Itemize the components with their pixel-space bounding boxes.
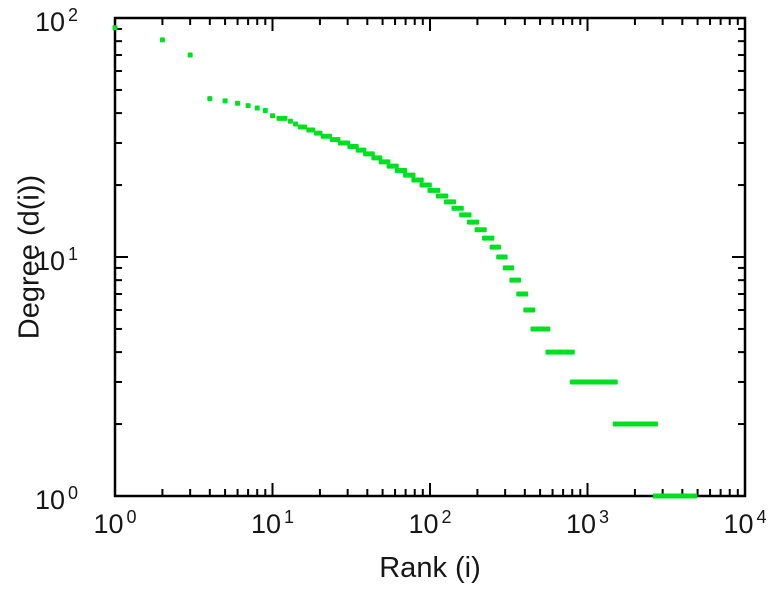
data-marker-run <box>187 52 193 58</box>
data-marker-run <box>222 98 228 104</box>
data-marker-run <box>466 219 480 225</box>
data-marker-run <box>523 307 536 313</box>
data-marker-run <box>337 140 351 146</box>
data-marker-run <box>297 124 308 130</box>
x-tick-label-10e0: 10 0 <box>93 507 137 539</box>
y-tick-label-10e0: 10 0 <box>34 483 78 515</box>
data-marker-run <box>496 254 508 260</box>
x-axis-title: Rank (i) <box>379 552 481 584</box>
data-marker-run <box>293 121 299 127</box>
data-marker-run <box>545 349 575 355</box>
data-marker-run <box>287 118 293 124</box>
data-marker-run <box>159 37 165 43</box>
data-marker-run <box>403 172 416 178</box>
data-marker-run <box>612 421 658 427</box>
data-marker-run <box>112 25 118 31</box>
data-marker-run <box>394 168 408 174</box>
data-marker-run <box>489 244 501 250</box>
data-marker-run <box>207 96 213 102</box>
data-marker-run <box>371 155 383 161</box>
x-tick-label-10e1: 10 1 <box>250 507 295 539</box>
data-marker-run <box>245 103 251 109</box>
data-marker-run <box>474 227 487 233</box>
data-marker-run <box>411 177 424 183</box>
data-marker-run <box>276 115 288 121</box>
data-marker-run <box>270 113 275 119</box>
data-marker-run <box>306 127 316 133</box>
data-marker-run <box>516 291 529 297</box>
x-tick-label-10e2: 10 2 <box>408 507 452 539</box>
x-tick-label-10e3: 10 3 <box>565 507 610 539</box>
data-marker-run <box>329 137 341 143</box>
data-marker-run <box>378 159 391 165</box>
data-marker-run <box>569 379 618 385</box>
data-marker-run <box>262 108 268 114</box>
x-tick-label-10e4: 10 4 <box>723 507 767 539</box>
data-marker-run <box>386 163 399 169</box>
data-marker-run <box>451 205 464 211</box>
data-marker-run <box>530 326 551 332</box>
y-tick-label-10e1: 10 1 <box>34 244 78 276</box>
data-marker-run <box>509 277 522 283</box>
data-marker-run <box>313 130 323 136</box>
data-marker-run <box>459 212 472 218</box>
data-marker-run <box>347 143 359 149</box>
data-marker-run <box>652 493 698 499</box>
data-marker-run <box>419 182 432 188</box>
data-marker-run <box>427 187 441 193</box>
data-marker-run <box>363 151 375 157</box>
data-marker-run <box>254 105 260 111</box>
data-marker-run <box>320 133 332 139</box>
data-marker-run <box>355 147 367 153</box>
y-tick-label-10e2: 10 2 <box>34 5 78 37</box>
data-marker-run <box>435 193 449 199</box>
data-marker-run <box>235 100 241 106</box>
data-marker-run <box>443 199 457 205</box>
data-marker-run <box>482 235 495 241</box>
data-marker-run <box>502 265 515 271</box>
